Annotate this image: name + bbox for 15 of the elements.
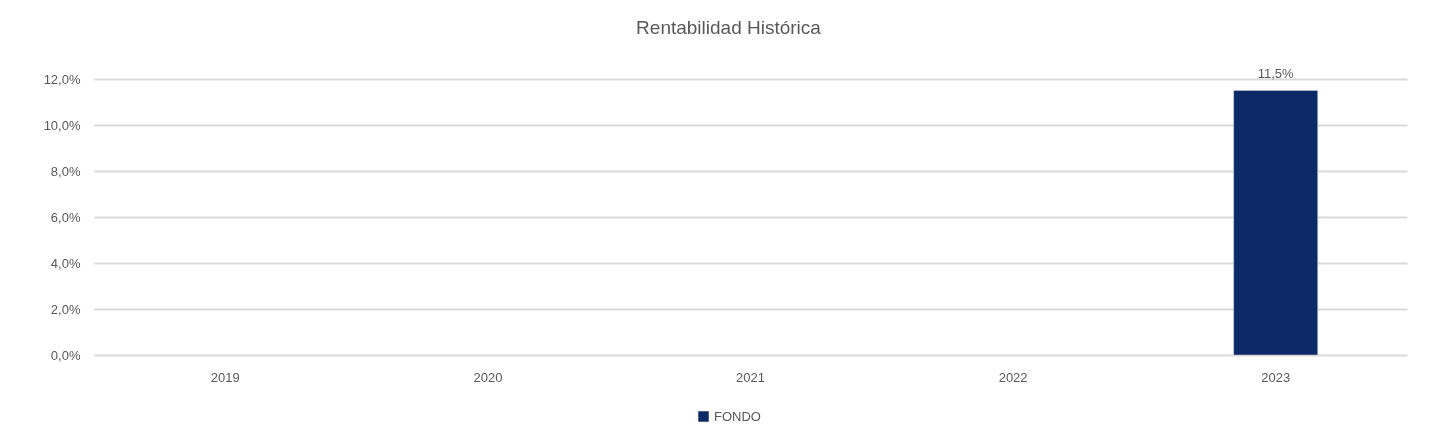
x-tick-label: 2022 [998,369,1028,385]
y-tick-label: 10,0% [43,117,81,133]
y-tick-label: 6,0% [50,209,81,225]
x-tick-label: 2019 [210,369,240,385]
y-tick-label: 2,0% [50,301,81,317]
y-tick-label: 12,0% [43,71,81,87]
y-tick-label: 0,0% [50,347,81,363]
y-tick-label: 4,0% [50,255,81,271]
x-tick-label: 2021 [736,369,765,385]
legend-label: FONDO [714,408,761,424]
chart-title: Rentabilidad Histórica [636,16,822,38]
x-tick-label: 2020 [473,369,503,385]
x-tick-label: 2023 [1261,369,1291,385]
data-label: 11,5% [1257,65,1295,81]
y-tick-label: 8,0% [50,163,81,179]
